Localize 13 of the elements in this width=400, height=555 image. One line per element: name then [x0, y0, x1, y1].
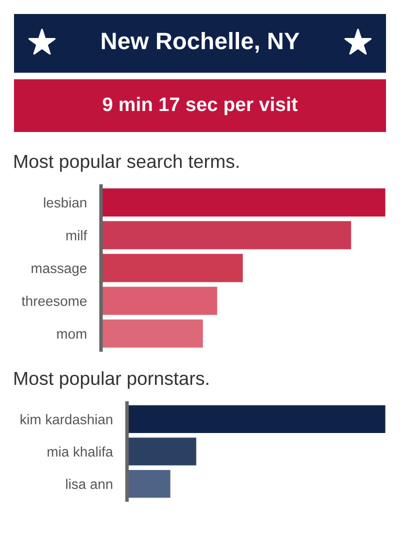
chart-title: Most popular pornstars.: [14, 371, 208, 389]
y-tick-label: mia khalifa: [48, 446, 114, 457]
bar: [101, 252, 244, 284]
y-tick-label: kim kardashian: [20, 414, 112, 424]
y-tick-label: mom: [57, 331, 86, 339]
y-tick-label: lisa ann: [66, 478, 112, 490]
chart-title: Most popular search terms.: [14, 154, 238, 172]
y-tick-label: milf: [66, 230, 88, 240]
y-tick-label: lesbian: [44, 197, 86, 208]
y-tick-label: massage: [32, 266, 86, 276]
text: New Rochelle, NY: [102, 32, 300, 53]
y-tick-label: threesome: [22, 296, 86, 306]
text: 9 min 17 sec per visit: [102, 96, 298, 116]
